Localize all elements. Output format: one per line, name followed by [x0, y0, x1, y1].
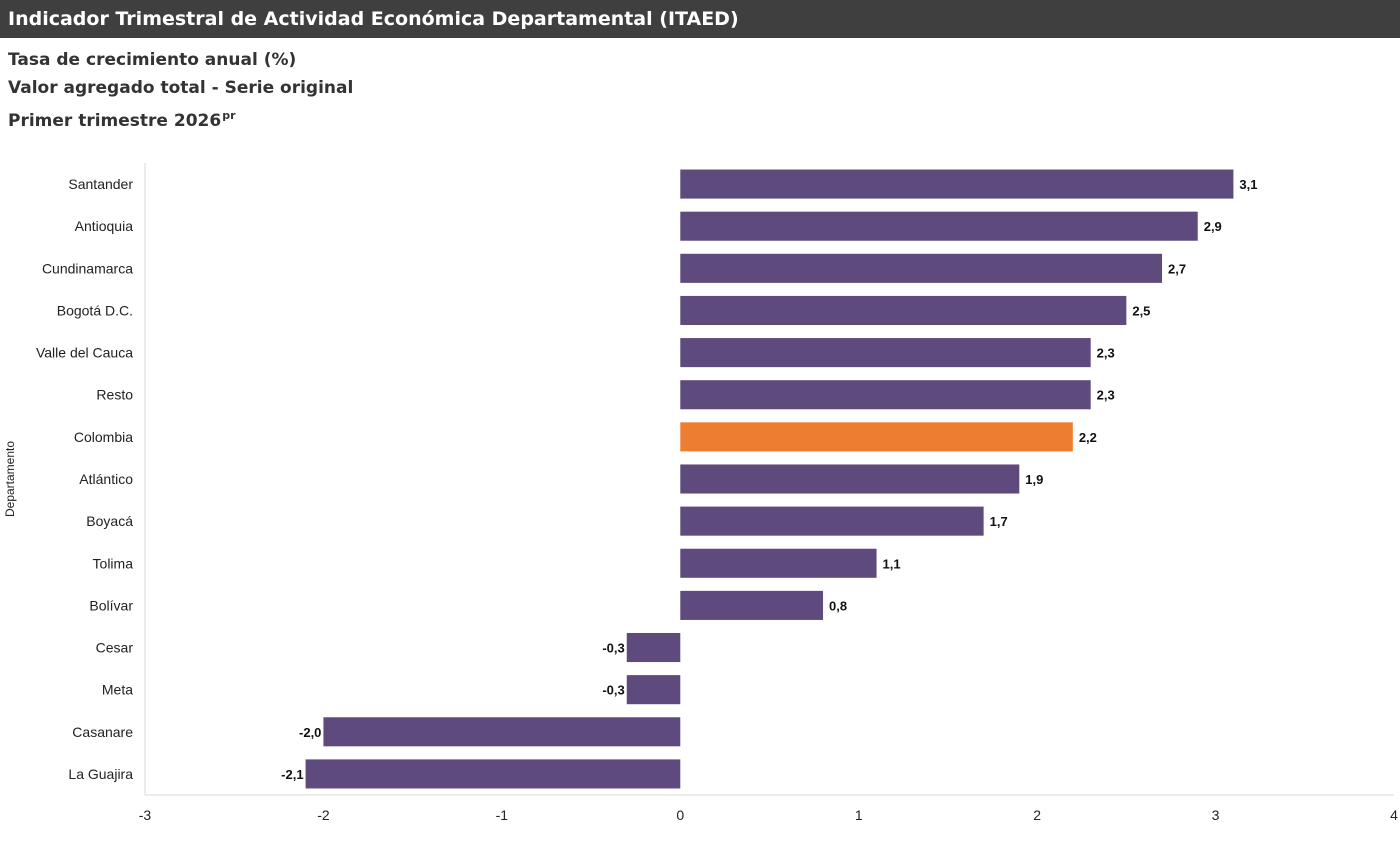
category-label: Atlántico [79, 471, 133, 487]
category-label: Antioquia [75, 218, 134, 234]
data-label: 2,5 [1132, 303, 1150, 318]
data-label: -2,0 [299, 725, 321, 740]
chart-bars [305, 169, 1234, 789]
data-label: -2,1 [281, 767, 303, 782]
category-label: Tolima [93, 555, 134, 571]
category-label: Colombia [74, 429, 133, 445]
chart-axes [144, 163, 1394, 796]
category-label: Resto [96, 387, 133, 403]
category-label: Boyacá [86, 513, 133, 529]
subtitle-period: Primer trimestre 2026pr [8, 102, 353, 131]
category-label: Casanare [72, 724, 133, 740]
chart-subtitles: Tasa de crecimiento anual (%) Valor agre… [8, 46, 354, 131]
bar [626, 675, 681, 705]
data-label: 0,8 [829, 598, 847, 613]
bar [305, 759, 681, 789]
bar [680, 548, 877, 578]
y-axis-label: Departamento [3, 441, 17, 517]
data-label: 1,7 [990, 514, 1008, 529]
x-tick-label: -1 [496, 807, 509, 823]
data-label: 3,1 [1239, 177, 1257, 192]
bar [323, 717, 681, 747]
data-label: -0,3 [602, 641, 624, 656]
data-label: 2,2 [1079, 430, 1097, 445]
data-label: 1,1 [883, 556, 901, 571]
x-tick-labels: -3 -2 -1 0 1 2 3 4 [139, 807, 1398, 823]
bar [680, 211, 1198, 241]
subtitle-series: Valor agregado total - Serie original [8, 78, 354, 98]
x-tick-label: -2 [317, 807, 330, 823]
bar [680, 422, 1073, 452]
category-label: Cesar [96, 640, 134, 656]
category-label: Valle del Cauca [36, 345, 133, 361]
bar [680, 380, 1091, 410]
x-tick-label: 0 [676, 807, 684, 823]
bar [680, 506, 984, 536]
subtitle-metric: Tasa de crecimiento anual (%) [8, 50, 297, 70]
bar [680, 169, 1234, 199]
data-labels: 3,1 2,9 2,7 2,5 2,3 2,3 2,2 1,9 1,7 1,1 0,8 -0,3 -0,… [281, 177, 1257, 782]
x-tick-label: -3 [139, 807, 152, 823]
bar [626, 632, 681, 663]
category-label: La Guajira [68, 766, 133, 782]
subtitle-period-text: Primer trimestre 2026 [8, 111, 222, 131]
data-label: 2,3 [1097, 346, 1115, 361]
category-label: Bolívar [89, 597, 133, 613]
data-label: 1,9 [1025, 472, 1043, 487]
bar [680, 590, 824, 620]
category-label: Meta [102, 682, 133, 698]
data-label: 2,7 [1168, 261, 1186, 276]
subtitle-period-superscript: pr [222, 109, 236, 122]
bar [680, 253, 1163, 283]
x-tick-label: 3 [1212, 807, 1220, 823]
bar [680, 464, 1020, 494]
data-label: 2,3 [1097, 388, 1115, 403]
bar [680, 295, 1127, 326]
bar [680, 338, 1091, 368]
category-labels: Santander Antioquia Cundinamarca Bogotá D.C… [36, 176, 133, 782]
category-label: Bogotá D.C. [57, 302, 133, 318]
data-label: 2,9 [1204, 219, 1222, 234]
category-label: Santander [68, 176, 133, 192]
page-title: Indicador Trimestral de Actividad Económ… [0, 0, 1400, 38]
category-label: Cundinamarca [42, 260, 133, 276]
x-tick-label: 4 [1390, 807, 1398, 823]
data-label: -0,3 [602, 683, 624, 698]
x-tick-label: 2 [1033, 807, 1041, 823]
x-tick-label: 1 [855, 807, 863, 823]
